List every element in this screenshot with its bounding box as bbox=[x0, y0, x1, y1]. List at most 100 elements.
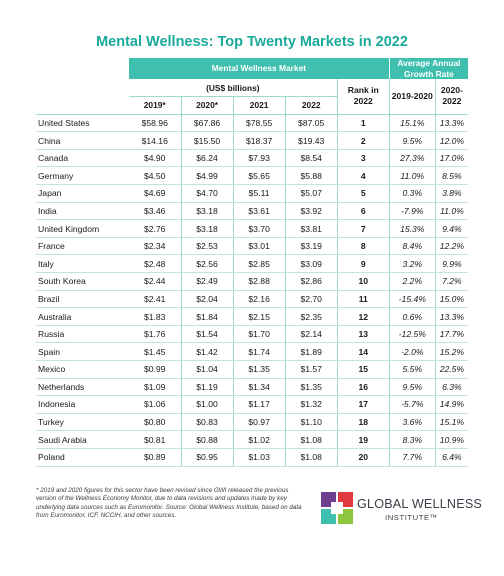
value-2022: $3.92 bbox=[284, 202, 338, 221]
header-rank: Rank in 2022 bbox=[336, 79, 390, 115]
table-row: Germany $4.50 $4.99 $5.65 $5.88 4 11.0% 8.5% bbox=[36, 166, 468, 186]
gwi-logo: GLOBAL WELLNESS INSTITUTE™ bbox=[321, 492, 482, 528]
value-2019: $4.50 bbox=[128, 166, 181, 186]
growth-2019-2020: -5.7% bbox=[388, 395, 436, 414]
country-name: Spain bbox=[36, 342, 129, 361]
value-2022: $2.14 bbox=[284, 325, 338, 344]
value-2020: $1.04 bbox=[180, 360, 234, 379]
value-2020: $2.56 bbox=[180, 254, 234, 274]
growth-2019-2020: 9.5% bbox=[388, 378, 436, 397]
value-2022: $5.07 bbox=[284, 184, 338, 203]
rank-2022: 13 bbox=[336, 325, 390, 344]
rank-2022: 12 bbox=[336, 307, 390, 326]
value-2022: $1.08 bbox=[284, 448, 338, 467]
value-2022: $1.08 bbox=[284, 430, 338, 449]
header-year: 2021 bbox=[232, 96, 286, 115]
growth-2020-2022: 9.4% bbox=[434, 219, 468, 238]
value-2019: $2.44 bbox=[128, 272, 181, 291]
growth-2019-2020: 7.7% bbox=[388, 448, 436, 467]
country-name: China bbox=[36, 131, 129, 150]
value-2021: $1.35 bbox=[232, 360, 286, 379]
growth-2019-2020: 8.4% bbox=[388, 237, 436, 256]
value-2019: $1.45 bbox=[128, 342, 181, 361]
rank-2022: 4 bbox=[336, 166, 390, 186]
value-2020: $3.18 bbox=[180, 219, 234, 238]
value-2020: $1.19 bbox=[180, 378, 234, 397]
growth-2020-2022: 22.5% bbox=[434, 360, 468, 379]
value-2020: $1.84 bbox=[180, 307, 234, 326]
value-2019: $0.89 bbox=[128, 448, 181, 467]
value-2022: $5.88 bbox=[284, 166, 338, 186]
growth-2020-2022: 14.9% bbox=[434, 395, 468, 414]
value-2021: $3.61 bbox=[232, 202, 286, 221]
value-2019: $2.41 bbox=[128, 290, 181, 309]
value-2020: $4.99 bbox=[180, 166, 234, 186]
growth-2020-2022: 13.3% bbox=[434, 307, 468, 326]
growth-2019-2020: -15.4% bbox=[388, 290, 436, 309]
value-2022: $2.35 bbox=[284, 307, 338, 326]
footnote: * 2019 and 2020 figures for this sector … bbox=[36, 487, 302, 519]
value-2019: $2.34 bbox=[128, 237, 181, 256]
country-name: Saudi Arabia bbox=[36, 430, 129, 449]
growth-2020-2022: 12.0% bbox=[434, 131, 468, 150]
value-2020: $6.24 bbox=[180, 149, 234, 168]
value-2021: $3.70 bbox=[232, 219, 286, 238]
value-2020: $67.86 bbox=[180, 113, 234, 133]
table-row: Netherlands $1.09 $1.19 $1.34 $1.35 16 9.5% 6.3… bbox=[36, 378, 468, 397]
header-growth-period-1: 2019-2020 bbox=[388, 79, 436, 115]
country-name: Poland bbox=[36, 448, 129, 467]
value-2021: $2.15 bbox=[232, 307, 286, 326]
rank-2022: 3 bbox=[336, 149, 390, 168]
value-2019: $58.96 bbox=[128, 113, 181, 133]
growth-2019-2020: 27.3% bbox=[388, 149, 436, 168]
value-2022: $1.10 bbox=[284, 413, 338, 432]
value-2019: $1.76 bbox=[128, 325, 181, 344]
country-name: Japan bbox=[36, 184, 129, 203]
value-2019: $14.16 bbox=[128, 131, 181, 150]
table-row: Japan $4.69 $4.70 $5.11 $5.07 5 0.3% 3.8% bbox=[36, 184, 468, 203]
value-2019: $1.09 bbox=[128, 378, 181, 397]
rank-2022: 6 bbox=[336, 202, 390, 221]
growth-2020-2022: 8.5% bbox=[434, 166, 468, 186]
growth-2019-2020: 15.3% bbox=[388, 219, 436, 238]
growth-2020-2022: 13.3% bbox=[434, 113, 468, 133]
rank-2022: 20 bbox=[336, 448, 390, 467]
country-name: Indonesia bbox=[36, 395, 129, 414]
header-units: (US$ billions) bbox=[206, 82, 260, 93]
country-name: Canada bbox=[36, 149, 129, 168]
table-row: Saudi Arabia $0.81 $0.88 $1.02 $1.08 19 8.3% 10… bbox=[36, 430, 468, 449]
value-2022: $1.35 bbox=[284, 378, 338, 397]
value-2020: $1.00 bbox=[180, 395, 234, 414]
value-2019: $4.69 bbox=[128, 184, 181, 203]
value-2021: $1.02 bbox=[232, 430, 286, 449]
value-2022: $19.43 bbox=[284, 131, 338, 150]
value-2020: $1.54 bbox=[180, 325, 234, 344]
value-2019: $0.80 bbox=[128, 413, 181, 432]
table-row: China $14.16 $15.50 $18.37 $19.43 2 9.5% 12.0% bbox=[36, 131, 468, 150]
value-2020: $15.50 bbox=[180, 131, 234, 150]
value-2019: $3.46 bbox=[128, 202, 181, 221]
header-blank bbox=[36, 97, 129, 115]
value-2021: $2.85 bbox=[232, 254, 286, 274]
growth-2019-2020: 11.0% bbox=[388, 166, 436, 186]
table-row: South Korea $2.44 $2.49 $2.88 $2.86 10 2.2% 7.2… bbox=[36, 272, 468, 291]
value-2020: $4.70 bbox=[180, 184, 234, 203]
rank-2022: 9 bbox=[336, 254, 390, 274]
rank-2022: 16 bbox=[336, 378, 390, 397]
growth-2020-2022: 17.7% bbox=[434, 325, 468, 344]
growth-2019-2020: 8.3% bbox=[388, 430, 436, 449]
country-name: Germany bbox=[36, 166, 129, 186]
header-year: 2020* bbox=[180, 96, 234, 115]
growth-2020-2022: 17.0% bbox=[434, 149, 468, 168]
table-row: France $2.34 $2.53 $3.01 $3.19 8 8.4% 12.2% bbox=[36, 237, 468, 256]
growth-2020-2022: 7.2% bbox=[434, 272, 468, 291]
value-2021: $1.03 bbox=[232, 448, 286, 467]
header-group-market: Mental Wellness Market bbox=[128, 58, 390, 79]
table-row: United States $58.96 $67.86 $78.55 $87.05 1 15… bbox=[36, 113, 468, 133]
growth-2019-2020: 5.5% bbox=[388, 360, 436, 379]
value-2019: $0.99 bbox=[128, 360, 181, 379]
markets-table: Mental Wellness Market Average Annual Gr… bbox=[36, 58, 468, 467]
growth-2019-2020: 9.5% bbox=[388, 131, 436, 150]
rank-2022: 5 bbox=[336, 184, 390, 203]
country-name: Brazil bbox=[36, 290, 129, 309]
